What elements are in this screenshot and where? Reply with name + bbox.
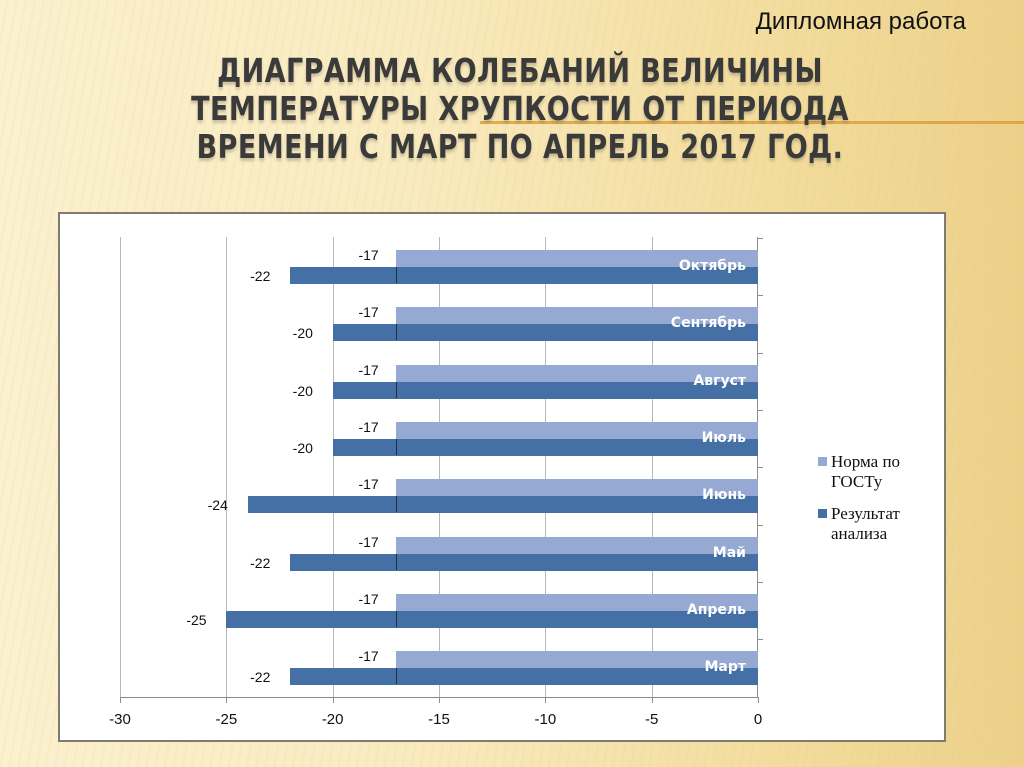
data-label-result: -22 [250, 669, 271, 686]
bar-norm [396, 250, 758, 267]
bar-norm [396, 307, 758, 325]
chart-legend: Норма по ГОСТу Результат анализа [818, 452, 931, 556]
bar-norm [396, 364, 758, 382]
x-axis [120, 697, 758, 698]
bar-norm [396, 651, 758, 669]
norm-reference-line [396, 553, 398, 570]
gridline [120, 237, 121, 697]
category-label: Июнь [702, 487, 746, 504]
norm-reference-line [396, 324, 398, 341]
y-tick [758, 639, 763, 641]
data-label-result: -20 [292, 325, 313, 342]
slide-title: Диаграмма колебаний величины температуры… [191, 51, 849, 166]
y-tick [758, 467, 763, 469]
bar-norm [396, 593, 758, 611]
data-label-norm: -17 [358, 361, 379, 378]
y-axis [757, 237, 758, 697]
x-tick-label: 0 [753, 711, 763, 728]
y-tick [758, 409, 763, 411]
legend-item-result: Результат анализа [818, 504, 931, 544]
legend-label-norm-1: Норма по [831, 452, 901, 471]
bar-norm [396, 421, 758, 439]
x-tick [439, 697, 440, 703]
gridline [439, 237, 440, 697]
x-tick-label: -20 [321, 711, 344, 728]
data-label-result: -22 [250, 268, 271, 284]
norm-reference-line [396, 381, 398, 398]
legend-swatch-result [818, 509, 827, 518]
y-tick [758, 238, 763, 239]
x-tick-label: -5 [644, 711, 659, 728]
bar-result [290, 668, 758, 686]
norm-reference-line [396, 496, 398, 513]
category-label: Май [712, 544, 746, 561]
x-tick-label: -30 [109, 711, 131, 728]
title-accent-rule [480, 121, 1024, 124]
x-tick [226, 697, 228, 703]
category-label: Июль [701, 429, 746, 446]
bar-norm [396, 479, 758, 497]
data-label-result: -24 [207, 497, 228, 514]
data-label-result: -20 [292, 439, 313, 456]
gridline [332, 237, 334, 697]
norm-reference-line [396, 267, 398, 283]
category-label: Август [693, 372, 746, 389]
data-label-result: -22 [250, 554, 271, 571]
y-tick [758, 524, 763, 526]
data-label-result: -25 [186, 611, 207, 628]
data-label-norm: -17 [358, 247, 379, 263]
bar-result [290, 553, 758, 571]
y-tick [758, 581, 763, 583]
bar-result [332, 438, 758, 456]
norm-reference-line [396, 438, 398, 455]
bar-result [332, 381, 758, 399]
data-label-norm: -17 [358, 648, 379, 665]
y-tick [758, 352, 763, 354]
norm-reference-line [396, 668, 398, 685]
bar-result [332, 324, 758, 342]
category-label: Сентябрь [670, 315, 746, 332]
slide-subtitle: Дипломная работа [755, 8, 966, 35]
gridline [545, 237, 547, 697]
x-tick-label: -10 [534, 711, 557, 728]
x-tick [758, 697, 759, 703]
x-tick-label: -15 [428, 711, 450, 728]
data-label-norm: -17 [358, 476, 379, 493]
x-tick [120, 697, 121, 703]
category-label: Апрель [686, 601, 746, 618]
legend-label-norm-2: ГОСТу [831, 472, 883, 491]
data-label-norm: -17 [358, 418, 379, 435]
x-tick [332, 697, 334, 703]
gridline [226, 237, 228, 697]
category-label: Март [704, 659, 746, 676]
y-tick [758, 295, 763, 297]
data-label-norm: -17 [358, 590, 379, 607]
gridline [651, 237, 653, 697]
data-label-norm: -17 [358, 304, 379, 321]
legend-swatch-norm [818, 457, 827, 466]
legend-label-result-2: анализа [831, 524, 888, 543]
norm-reference-line [396, 610, 398, 627]
category-label: Октябрь [678, 258, 746, 274]
x-tick [545, 697, 547, 703]
x-tick [651, 697, 653, 703]
legend-label-result-1: Результат [831, 504, 900, 523]
bar-result [290, 267, 758, 284]
data-label-norm: -17 [358, 533, 379, 550]
x-tick-label: -25 [215, 711, 238, 728]
data-label-result: -20 [292, 382, 313, 399]
bar-norm [396, 536, 758, 554]
legend-item-norm: Норма по ГОСТу [818, 452, 931, 492]
bar-result [247, 496, 758, 514]
bar-result [226, 610, 758, 628]
